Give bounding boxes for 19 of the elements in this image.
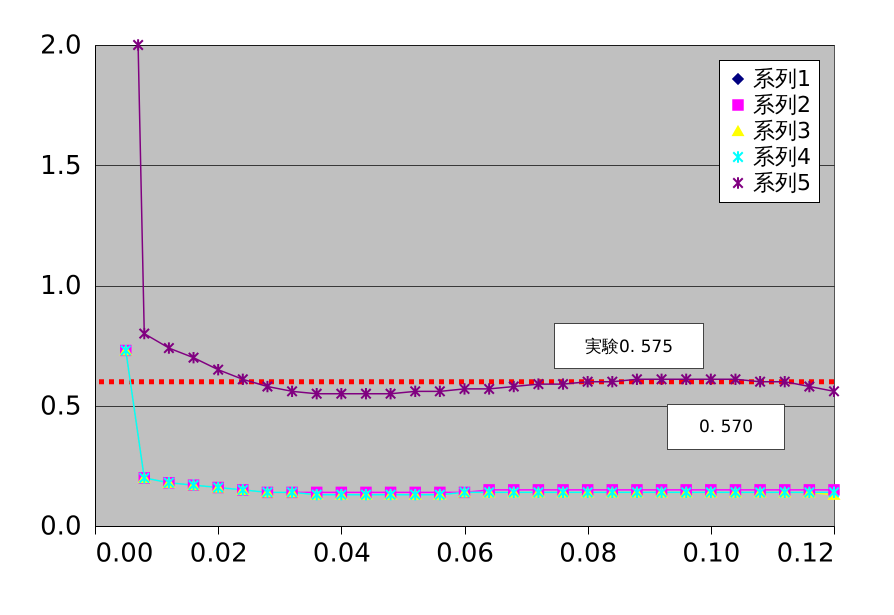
- x-tick-label: 0.10: [682, 538, 740, 568]
- legend-label: 系列1: [753, 67, 811, 92]
- annotation: 0. 570: [698, 417, 754, 437]
- x-tick-label: 0.00: [96, 538, 154, 568]
- x-tick-label: 0.04: [312, 538, 371, 568]
- x-tick-label: 0.08: [559, 538, 618, 568]
- x-tick-label: 0.12: [776, 538, 834, 568]
- y-tick-label: 1.0: [40, 271, 82, 301]
- legend-label: 系列4: [753, 145, 811, 170]
- legend-label: 系列2: [753, 93, 811, 118]
- legend-label: 系列5: [753, 171, 811, 196]
- x-tick-label: 0.02: [190, 538, 248, 568]
- y-tick-label: 1.5: [40, 150, 82, 181]
- x-tick-label: 0.06: [436, 538, 494, 568]
- y-tick-label: 0.0: [40, 512, 82, 542]
- y-tick-label: 2.0: [40, 30, 82, 60]
- y-tick-label: 0.5: [40, 391, 82, 422]
- annotation: 実験0. 575: [584, 336, 674, 358]
- legend-label: 系列3: [753, 119, 811, 144]
